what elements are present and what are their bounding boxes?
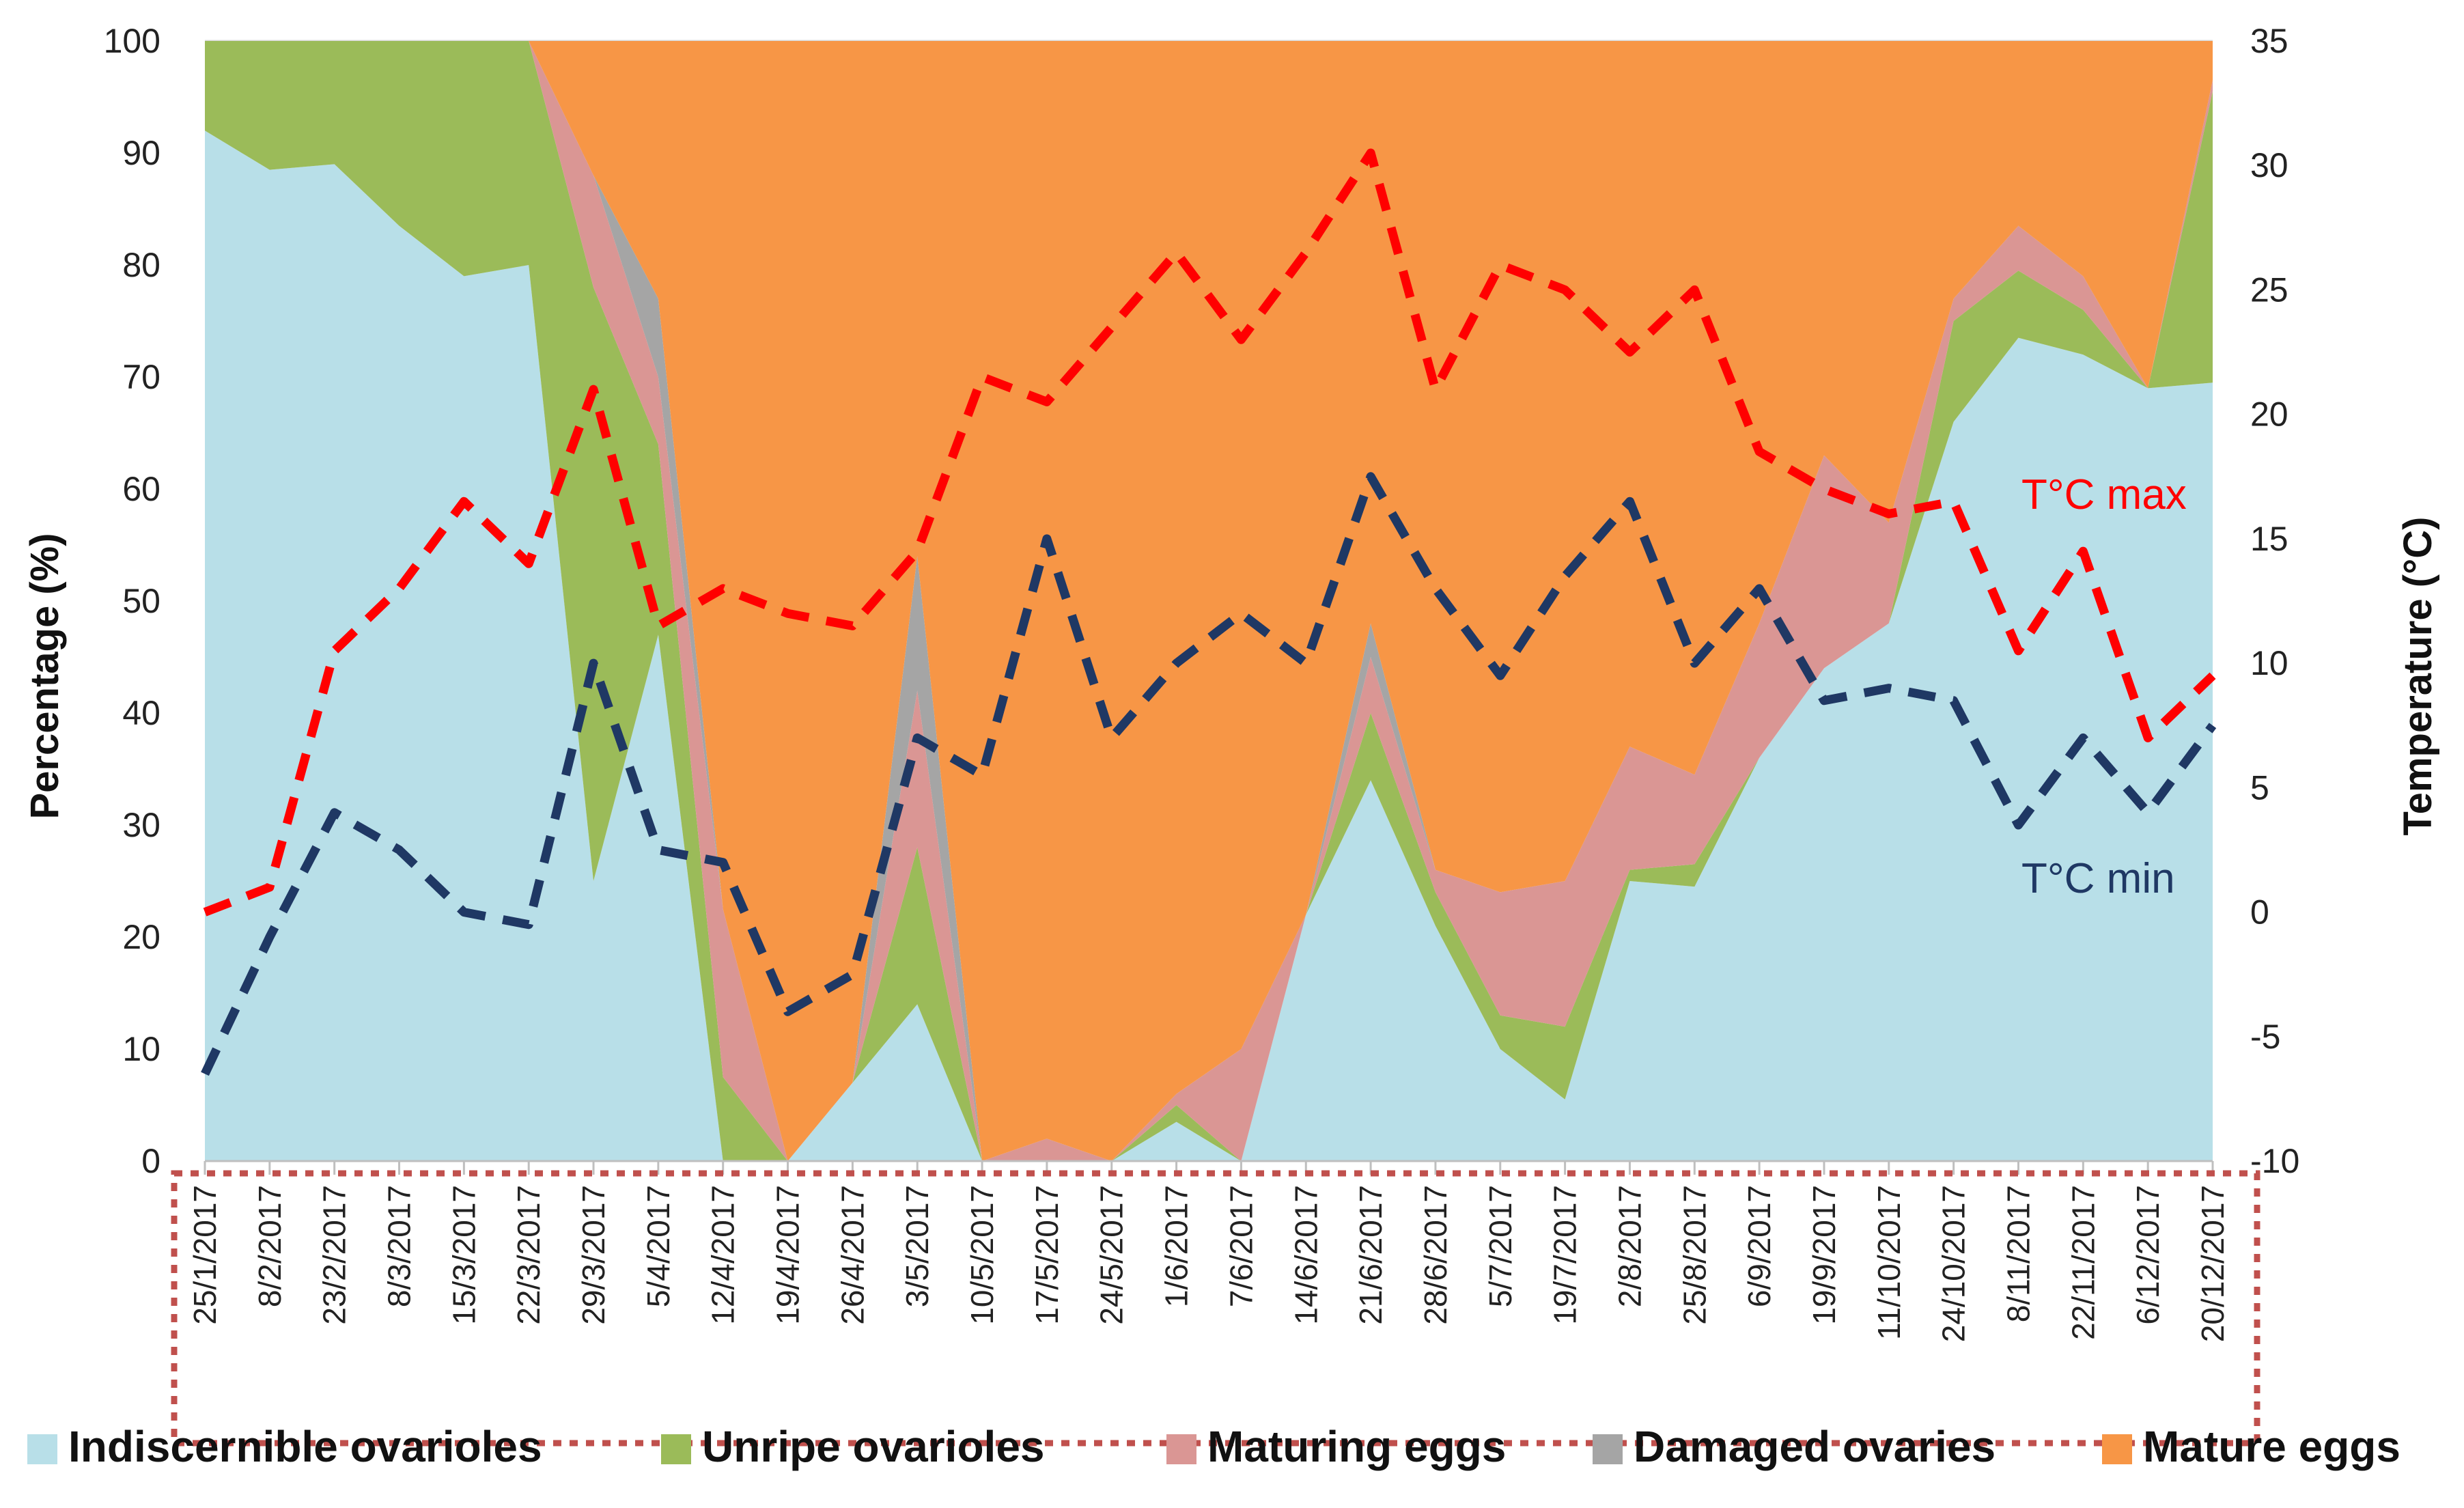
area-maturing-eggs [205,41,2213,1161]
y2-axis-title: Temperature (°C) [2396,517,2440,836]
legend-label: Indiscernible ovarioles [68,1422,542,1471]
y2-tick-label: 0 [2250,893,2269,932]
y-tick-label: 90 [122,134,160,172]
x-tick-label: 19/7/2017 [1548,1185,1583,1325]
temperature-lines [201,148,2217,1076]
x-tick-label: 24/10/2017 [1936,1185,1972,1342]
tmax-annotation: T°C max [2021,471,2187,518]
legend-label: Mature eggs [2143,1422,2400,1471]
legend-swatch [1593,1434,1623,1464]
x-tick-label: 23/2/2017 [317,1185,352,1325]
x-tick-label: 7/6/2017 [1223,1185,1259,1307]
x-tick-label: 26/4/2017 [835,1185,870,1325]
x-tick-label: 3/5/2017 [899,1185,935,1307]
y-tick-label: 50 [122,582,160,620]
x-tick-label: 8/11/2017 [2001,1185,2036,1322]
x-tick-label: 28/6/2017 [1418,1185,1453,1325]
y-tick-label: 20 [122,918,160,956]
x-tick-label: 20/12/2017 [2195,1185,2230,1342]
legend-swatch [2102,1434,2132,1464]
x-tick-label: 8/3/2017 [382,1185,417,1307]
y-tick-label: 100 [104,22,160,60]
area-unripe-ovarioles [205,41,2213,1161]
line-tmax [203,148,2216,917]
x-tick-label: 15/3/2017 [446,1185,481,1325]
x-tick-label: 11/10/2017 [1871,1185,1907,1340]
x-tick-label: 1/6/2017 [1159,1185,1194,1307]
y2-tick-label: 10 [2250,644,2288,682]
x-tick-label: 22/11/2017 [2065,1185,2101,1340]
x-tick-label: 24/5/2017 [1094,1185,1130,1325]
y-tick-label: 70 [122,358,160,396]
stacked-areas [205,41,2213,1162]
x-tick-label: 29/3/2017 [576,1185,611,1325]
x-axis-label-box [171,1170,2260,1447]
legend-swatch [1166,1434,1196,1464]
y2-tick-label: 35 [2250,22,2288,60]
y-tick-label: 10 [122,1030,160,1068]
line-tmin [201,472,2217,1076]
x-tick-label: 22/3/2017 [511,1185,546,1325]
x-tick-label: 8/2/2017 [252,1185,288,1307]
y2-tick-label: 15 [2250,520,2288,558]
x-tick-label: 25/1/2017 [187,1185,223,1325]
legend-swatch [661,1434,691,1464]
y2-tick-label: 20 [2250,395,2288,434]
x-tick-label: 2/8/2017 [1612,1185,1648,1307]
y-axis-title: Percentage (%) [23,533,67,819]
y-tick-label: 30 [122,806,160,844]
y-tick-label: 60 [122,470,160,508]
legend-label: Unripe ovarioles [702,1422,1045,1471]
legend-label: Maturing eggs [1207,1422,1506,1471]
x-tick-label: 19/4/2017 [770,1185,806,1325]
y2-tick-label: 25 [2250,270,2288,309]
y-tick-label: 80 [122,246,160,284]
x-tick-label: 10/5/2017 [964,1185,1000,1325]
x-tick-label: 17/5/2017 [1029,1185,1065,1325]
y2-tick-label: 30 [2250,146,2288,184]
legend-swatch [27,1434,57,1464]
tmin-annotation: T°C min [2021,855,2175,902]
x-tick-label: 6/12/2017 [2130,1185,2166,1325]
y-tick-label: 0 [141,1142,160,1180]
x-tick-label: 6/9/2017 [1741,1185,1777,1307]
y2-tick-label: 5 [2250,768,2269,807]
area-indiscernible-ovarioles [205,130,2213,1162]
x-tick-label: 19/9/2017 [1806,1185,1842,1325]
x-tick-label: 5/4/2017 [641,1185,676,1307]
legend: Indiscernible ovarioles Unripe ovarioles M… [27,1422,2400,1471]
x-tick-label: 14/6/2017 [1288,1185,1324,1325]
x-tick-label: 25/8/2017 [1677,1185,1712,1325]
legend-label: Damaged ovaries [1634,1422,1996,1471]
x-tick-label: 21/6/2017 [1353,1185,1388,1325]
x-tick-label: 5/7/2017 [1483,1185,1518,1307]
y-tick-label: 40 [122,694,160,732]
y2-tick-label: -5 [2250,1018,2280,1056]
x-tick-label: 12/4/2017 [705,1185,741,1325]
